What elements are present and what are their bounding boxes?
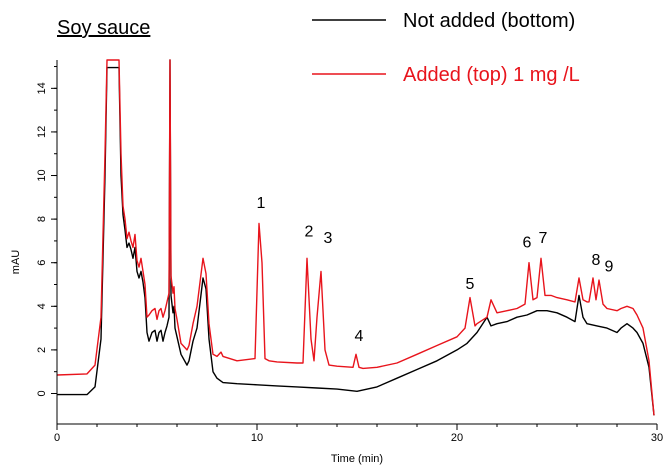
series-line-added <box>56 59 655 416</box>
peak-label-5: 5 <box>466 276 475 293</box>
peak-label-9: 9 <box>605 258 614 275</box>
y-tick-label: 10 <box>36 169 48 181</box>
series-line-not-added <box>57 59 655 416</box>
y-tick-label: 4 <box>36 303 48 309</box>
peak-label-4: 4 <box>355 328 364 345</box>
y-axis-label: mAU <box>10 250 22 275</box>
y-tick-label: 2 <box>36 347 48 353</box>
legend-entry-not-added-label: Not added (bottom) <box>403 10 575 32</box>
peak-label-1: 1 <box>257 195 266 212</box>
chart-title: Soy sauce <box>57 17 150 39</box>
peak-label-6: 6 <box>523 234 532 251</box>
legend-entry-added-label: Added (top) 1 mg /L <box>403 64 580 86</box>
plot-frame <box>57 60 657 424</box>
peak-label-7: 7 <box>539 230 548 247</box>
series-layer <box>56 59 655 416</box>
y-tick-label: 6 <box>36 260 48 266</box>
peak-label-3: 3 <box>324 230 333 247</box>
y-tick-label: 8 <box>36 216 48 222</box>
x-tick-label: 0 <box>54 432 60 444</box>
y-tick-label: 14 <box>36 82 48 94</box>
x-tick-label: 30 <box>651 432 663 444</box>
y-tick-label: 12 <box>36 126 48 138</box>
legend: Not added (bottom) Added (top) 1 mg /L <box>312 10 580 86</box>
x-tick-label: 10 <box>251 432 263 444</box>
x-axis-label: Time (min) <box>331 453 383 465</box>
y-tick-label: 0 <box>36 390 48 396</box>
x-tick-label: 20 <box>451 432 463 444</box>
peak-label-8: 8 <box>592 252 601 269</box>
y-axis: 0 2 4 6 8 10 12 14 <box>36 60 58 424</box>
peak-label-2: 2 <box>305 224 314 241</box>
x-axis: 0 10 20 30 <box>54 423 663 444</box>
